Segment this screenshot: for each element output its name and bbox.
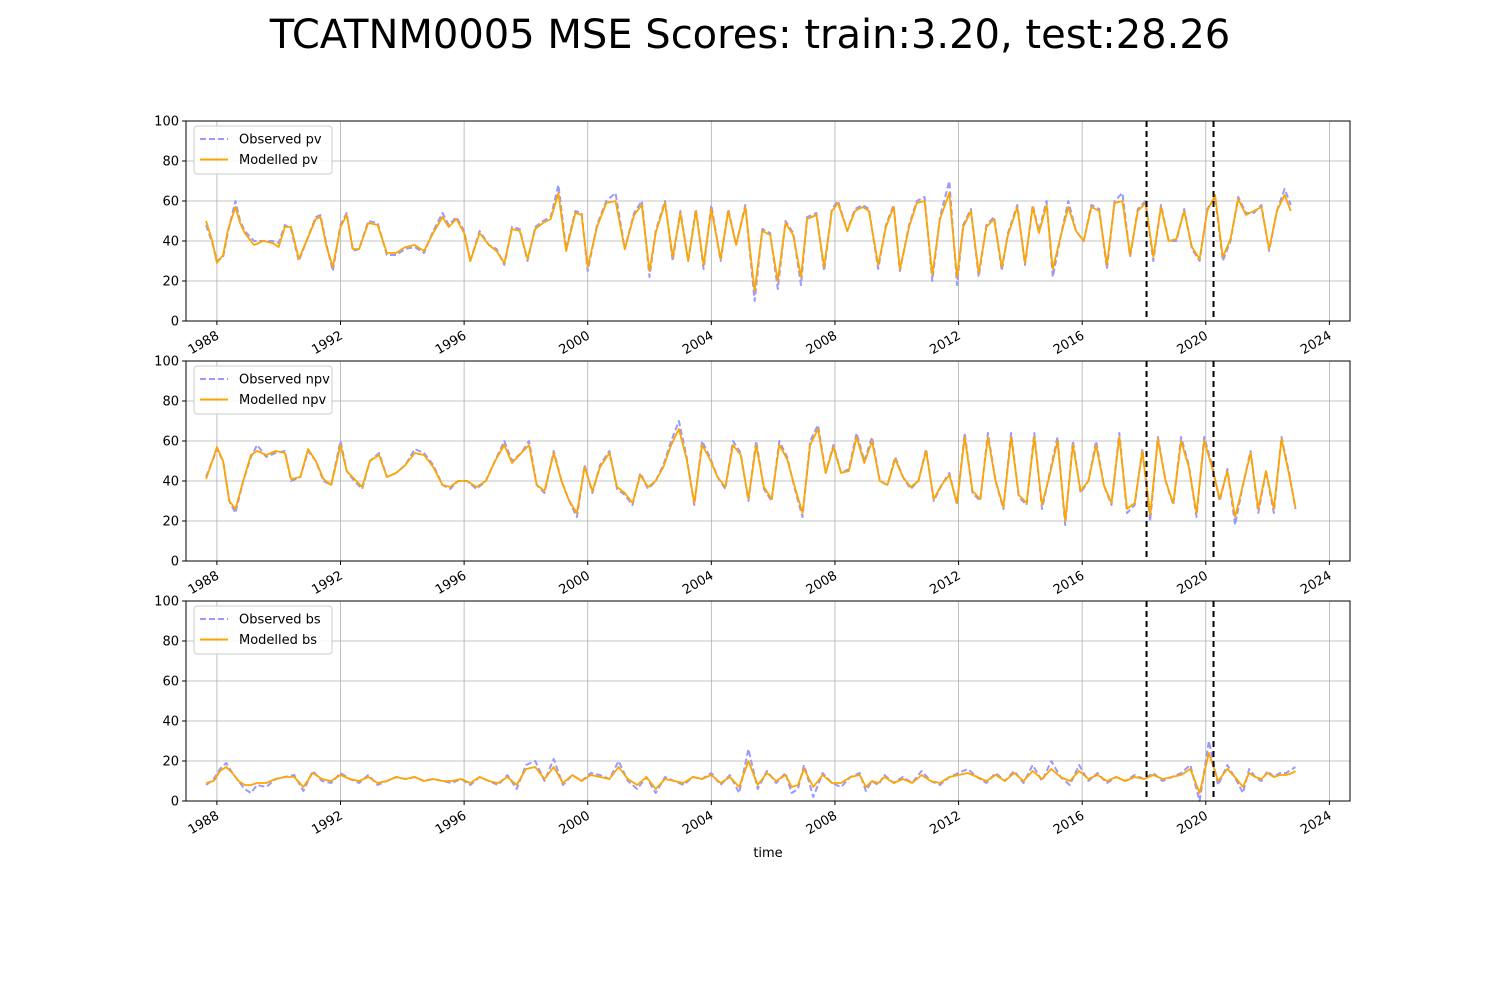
x-tick-label: 2000 xyxy=(557,808,593,838)
x-tick-label: 2020 xyxy=(1175,808,1211,838)
x-tick-label: 2012 xyxy=(927,568,963,598)
x-tick-label: 2008 xyxy=(804,808,840,838)
x-tick-label: 2008 xyxy=(804,568,840,598)
legend-label: Observed bs xyxy=(239,613,321,628)
x-tick-label: 1988 xyxy=(186,808,222,838)
y-tick-label: 60 xyxy=(162,195,179,210)
y-tick-label: 60 xyxy=(162,435,179,450)
observed-series-line xyxy=(205,740,1296,802)
y-tick-label: 20 xyxy=(162,755,179,770)
x-tick-label: 2020 xyxy=(1175,328,1211,358)
x-tick-label: 2012 xyxy=(927,328,963,358)
y-tick-label: 0 xyxy=(171,555,179,570)
y-tick-label: 20 xyxy=(162,275,179,290)
legend-label: Modelled npv xyxy=(239,393,327,408)
x-tick-label: 1988 xyxy=(186,568,222,598)
y-tick-label: 40 xyxy=(162,475,179,490)
y-tick-label: 80 xyxy=(162,635,179,650)
legend-box xyxy=(193,605,333,655)
y-tick-label: 0 xyxy=(171,315,179,330)
axes-frame xyxy=(185,360,1351,562)
y-tick-label: 0 xyxy=(171,795,179,810)
modelled-series-line xyxy=(205,428,1297,522)
legend-label: Modelled pv xyxy=(239,153,318,168)
y-tick-label: 40 xyxy=(162,715,179,730)
x-tick-label: 2012 xyxy=(927,808,963,838)
legend-box xyxy=(193,125,333,175)
x-tick-label: 2008 xyxy=(804,328,840,358)
x-axis-label: time xyxy=(753,846,782,861)
modelled-series-line xyxy=(205,192,1292,292)
x-tick-label: 2024 xyxy=(1298,568,1334,598)
x-tick-label: 2004 xyxy=(680,568,716,598)
x-tick-label: 1992 xyxy=(309,328,345,358)
x-tick-label: 2004 xyxy=(680,328,716,358)
x-tick-label: 2000 xyxy=(557,328,593,358)
y-tick-label: 40 xyxy=(162,235,179,250)
x-tick-label: 2024 xyxy=(1298,328,1334,358)
modelled-series-line xyxy=(205,752,1296,794)
axes-frame xyxy=(185,120,1351,322)
y-tick-label: 100 xyxy=(154,355,179,370)
x-tick-label: 2024 xyxy=(1298,808,1334,838)
observed-series-line xyxy=(205,420,1297,526)
x-tick-label: 1996 xyxy=(433,568,469,598)
x-tick-label: 1996 xyxy=(433,808,469,838)
legend-label: Observed pv xyxy=(239,133,322,148)
y-tick-label: 20 xyxy=(162,515,179,530)
x-tick-label: 1992 xyxy=(309,808,345,838)
x-tick-label: 1996 xyxy=(433,328,469,358)
x-tick-label: 2016 xyxy=(1051,328,1087,358)
legend-box xyxy=(193,365,333,415)
x-tick-label: 1992 xyxy=(309,568,345,598)
x-tick-label: 2020 xyxy=(1175,568,1211,598)
legend-label: Modelled bs xyxy=(239,633,317,648)
x-tick-label: 1988 xyxy=(186,328,222,358)
y-tick-label: 100 xyxy=(154,115,179,130)
x-tick-label: 2004 xyxy=(680,808,716,838)
y-tick-label: 80 xyxy=(162,155,179,170)
y-tick-label: 60 xyxy=(162,675,179,690)
legend-label: Observed npv xyxy=(239,373,330,388)
figure-title: TCATNM0005 MSE Scores: train:3.20, test:… xyxy=(269,12,1231,58)
y-tick-label: 100 xyxy=(154,595,179,610)
axes-frame xyxy=(185,600,1351,802)
x-tick-label: 2000 xyxy=(557,568,593,598)
x-tick-label: 2016 xyxy=(1051,808,1087,838)
x-tick-label: 2016 xyxy=(1051,568,1087,598)
y-tick-label: 80 xyxy=(162,395,179,410)
